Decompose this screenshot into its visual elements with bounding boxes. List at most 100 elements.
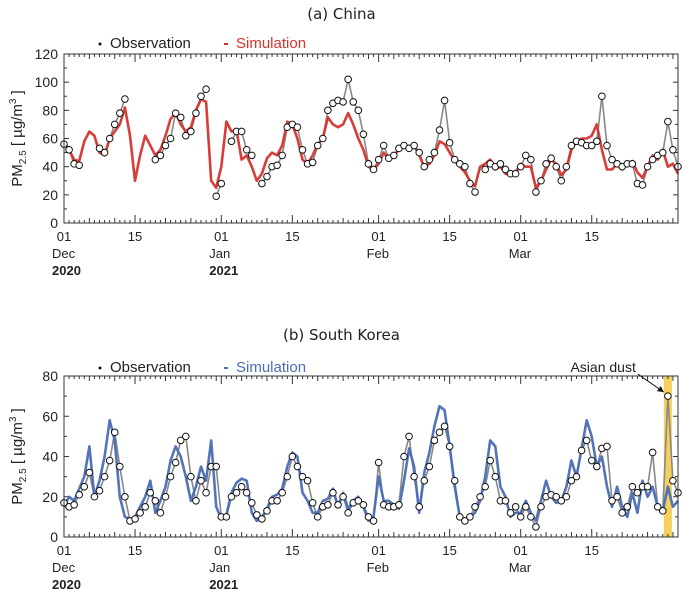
observation-point [445,442,454,451]
observation-point [628,482,637,491]
observation-point [481,482,489,491]
observation-point [313,141,322,150]
observation-point [567,476,576,485]
observation-point [116,109,124,117]
observation-point [420,476,429,485]
observation-point [263,507,271,515]
observation-point [395,501,403,509]
observation-point [410,472,418,481]
legend-simulation-label: Simulation [236,359,306,376]
observation-point [461,162,469,171]
x-tick-label: 15 [128,229,142,244]
legend-observation-marker [98,42,102,46]
y-axis-label: PM2.5 [ µg/m3 ] [8,90,29,186]
observation-point [456,513,464,521]
x-year-label: 2021 [209,263,238,278]
observation-point [435,428,444,437]
observation-point [85,468,94,477]
dust-highlight-band [663,376,672,537]
observation-point [344,75,352,84]
observation-point [521,151,530,160]
observation-point [638,181,647,189]
y-tick-label: 60 [42,408,58,424]
observation-point [90,492,99,501]
observation-point [136,509,144,517]
observation-point [151,496,160,505]
observation-point [430,436,439,445]
observation-point [415,503,424,511]
observation-point [374,155,383,164]
observation-point [100,472,109,481]
annotation-label: Asian dust [570,359,635,375]
observation-point [664,117,672,126]
observation-point [379,141,388,150]
x-month-label: Feb [367,560,389,575]
y-tick-label: 60 [42,131,58,147]
x-tick-label: 01 [371,543,385,558]
observation-point [572,472,581,481]
observation-point [390,151,398,160]
observation-point [425,155,434,164]
observation-point [258,515,266,523]
observation-point [181,432,190,441]
observation-point [197,92,205,101]
observation-point [516,162,525,171]
observation-point [496,160,505,168]
observation-point [552,162,561,171]
x-tick-label: 01 [371,229,385,244]
observation-point [603,442,611,451]
plot-frame [63,375,679,538]
observation-point [105,456,114,465]
chart-south-korea: 0 20 40 60 80 01 Dec 2020 15 01 Jan 2021 15 01 Feb 15 01… [8,359,682,592]
observation-point [476,492,484,501]
x-month-label: Mar [509,560,532,575]
observation-point [273,161,281,170]
observation-point [298,472,307,481]
observation-point [308,498,317,507]
legend-simulation-label: Simulation [236,35,306,52]
observation-point [374,458,383,467]
observation-point [648,155,657,164]
legend-observation-label: Observation [110,35,191,52]
observation-point [227,137,236,146]
observation-point [445,138,454,147]
chart-b-title: (b) South Korea [283,326,400,344]
observation-point [293,123,302,132]
observation-point [202,85,210,94]
observation-point [121,95,129,103]
x-tick-label: 15 [285,229,299,244]
x-tick-label: 01 [513,543,527,558]
observation-point [217,179,226,188]
observation-point [176,436,185,445]
observation-point [298,145,307,154]
observation-point [557,496,566,505]
observation-point [247,498,256,507]
observation-point [486,456,495,465]
observation-point [176,113,185,122]
x-tick-label: 01 [513,229,527,244]
observation-point [303,476,312,485]
observation-point [166,134,175,143]
observation-point [273,496,281,505]
observation-point [369,165,378,174]
observation-point [532,523,540,531]
observation-point [435,126,444,134]
y-tick-label: 40 [42,449,58,465]
y-tick-label: 40 [42,159,58,175]
observation-point [669,476,677,485]
observation-point [121,492,129,501]
observation-point [202,488,210,497]
observation-point [192,109,200,117]
observation-point [461,517,469,525]
plot-frame [63,53,679,224]
observation-point [471,503,479,511]
observation-point [105,134,114,143]
observation-point [161,141,170,150]
observation-point [192,496,200,505]
annotation-arrowhead [656,386,664,393]
observation-point [329,488,337,497]
observation-point [146,488,155,497]
observation-point [100,148,109,157]
observation-point [491,472,500,481]
observation-point [253,511,261,519]
